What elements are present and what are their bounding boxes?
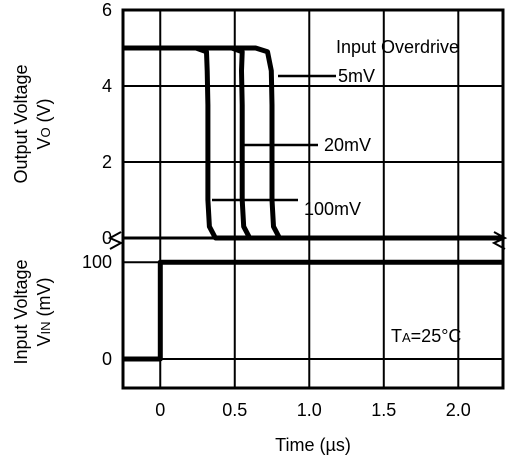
x-axis-label: Time (µs) [275, 435, 351, 455]
legend-title: Input Overdrive [336, 37, 459, 57]
output-curve-5mv [123, 45, 503, 241]
axis-break-left [107, 231, 124, 250]
y-tick-labels: 0 2 4 6 0 100 [82, 0, 112, 369]
bottom-y-symbol-subscript: IN [38, 321, 53, 334]
x-tick-label-3: 1.5 [371, 400, 396, 420]
bottom-y-unit: (mV) [34, 277, 54, 316]
top-y-tick-label-2: 4 [102, 76, 112, 96]
top-y-symbol-subscript: O [38, 127, 53, 137]
x-tick-label-4: 2.0 [446, 400, 471, 420]
top-y-tick-label-0: 0 [102, 228, 112, 248]
temperature-symbol: T [391, 326, 402, 346]
bottom-y-tick-label-1: 100 [82, 252, 112, 272]
top-y-axis-label-line2: VO (V) [34, 98, 54, 149]
top-y-axis-label-line1: Output Voltage [11, 64, 31, 183]
x-tick-label-1: 0.5 [222, 400, 247, 420]
legend-label-5mv: 5mV [338, 66, 375, 86]
x-tick-label-0: 0 [155, 400, 165, 420]
axis-break-right [491, 231, 508, 250]
temperature-annotation: TA=25°C [391, 326, 461, 346]
top-y-tick-label-3: 6 [102, 0, 112, 20]
x-tick-label-2: 1.0 [297, 400, 322, 420]
bottom-y-axis-label-line2: VIN (mV) [34, 277, 54, 346]
legend-label-20mv: 20mV [324, 135, 371, 155]
series-lines [123, 45, 503, 362]
top-y-unit: (V) [34, 98, 54, 122]
bottom-y-axis-label-line1: Input Voltage [11, 259, 31, 364]
bottom-y-symbol: V [34, 334, 54, 346]
top-y-symbol: V [34, 138, 54, 150]
output-curve-20mv [123, 45, 503, 241]
input-step-line-0 [123, 259, 503, 362]
bottom-y-tick-label-0: 0 [102, 349, 112, 369]
legend-label-100mv: 100mV [304, 199, 361, 219]
top-y-tick-label-1: 2 [102, 152, 112, 172]
x-tick-labels: 0 0.5 1.0 1.5 2.0 [155, 400, 471, 420]
output-curve-100mv [123, 45, 503, 241]
temperature-subscript: A [402, 330, 411, 345]
temperature-value: =25°C [411, 326, 462, 346]
